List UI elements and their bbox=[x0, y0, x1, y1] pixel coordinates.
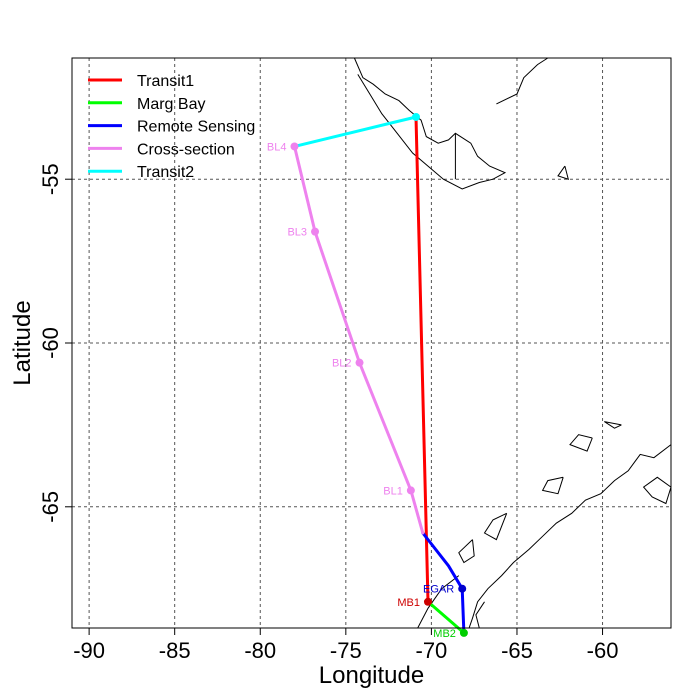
coastline-path bbox=[483, 512, 508, 541]
coastline-path bbox=[417, 575, 460, 629]
station-marker bbox=[423, 597, 432, 606]
x-tick-label: -75 bbox=[330, 638, 362, 663]
y-tick-label: -60 bbox=[38, 327, 63, 359]
series-line-cross-section bbox=[293, 144, 425, 535]
legend-label: Transit1 bbox=[137, 73, 194, 90]
station-marker bbox=[458, 584, 467, 593]
station-label: EGAR bbox=[423, 584, 454, 596]
coastline-path bbox=[353, 57, 507, 190]
station-label: BL4 bbox=[267, 141, 287, 153]
station-marker bbox=[411, 112, 420, 121]
y-tick-label: -65 bbox=[38, 491, 63, 523]
coastline-path bbox=[468, 444, 672, 629]
coastline-path bbox=[604, 421, 622, 429]
x-tick-label: -90 bbox=[73, 638, 105, 663]
station-label: MB1 bbox=[397, 597, 420, 609]
legend: Transit1 Marg Bay Remote Sensing Cross-sect… bbox=[88, 73, 255, 181]
y-tick-label: -55 bbox=[38, 163, 63, 195]
coastline-path bbox=[642, 476, 672, 505]
coastline-path bbox=[569, 434, 593, 452]
y-axis-title: Latitude bbox=[9, 300, 36, 385]
x-tick-label: -85 bbox=[159, 638, 191, 663]
x-tick-label: -80 bbox=[244, 638, 276, 663]
station-marker bbox=[406, 486, 415, 495]
grid-layer bbox=[72, 58, 671, 628]
station-marker bbox=[355, 358, 364, 367]
station-marker bbox=[311, 227, 320, 236]
coastline-layer bbox=[353, 57, 672, 629]
legend-label: Cross-section bbox=[137, 141, 235, 158]
station-label: MB2 bbox=[433, 628, 456, 640]
x-tick-label: -65 bbox=[501, 638, 533, 663]
series-line-transit2 bbox=[293, 115, 418, 148]
station-marker bbox=[459, 628, 468, 637]
coastline-path bbox=[458, 539, 475, 564]
coastline-path bbox=[541, 476, 564, 495]
x-tick-label: -70 bbox=[416, 638, 448, 663]
legend-label: Transit2 bbox=[137, 164, 194, 181]
series-layer bbox=[293, 115, 466, 635]
series-line-remote-sensing bbox=[421, 531, 466, 635]
station-label: BL2 bbox=[332, 358, 352, 370]
coastline-path bbox=[557, 165, 570, 180]
series-line-transit1 bbox=[414, 115, 430, 604]
legend-label: Marg Bay bbox=[137, 96, 205, 113]
axis-layer: -90 -85 -80 -75 -70 -65 -60 -55 -60 -65 bbox=[38, 163, 618, 663]
station-marker bbox=[290, 142, 299, 151]
station-label: BL3 bbox=[287, 227, 307, 239]
coastline-path bbox=[496, 57, 549, 105]
coastline-path bbox=[475, 601, 485, 629]
x-axis-title: Longitude bbox=[319, 662, 424, 689]
station-label: BL1 bbox=[383, 485, 403, 497]
x-tick-label: -60 bbox=[587, 638, 619, 663]
legend-label: Remote Sensing bbox=[137, 119, 255, 136]
